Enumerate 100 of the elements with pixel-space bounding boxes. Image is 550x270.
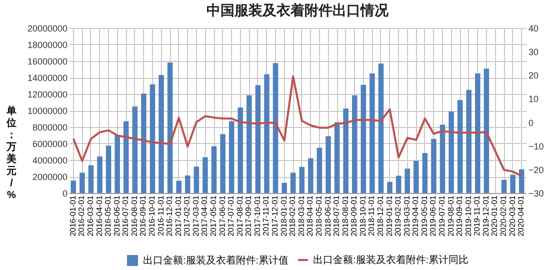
y2-tick-label: 20 — [528, 70, 539, 81]
bar — [440, 124, 446, 193]
bar — [106, 146, 112, 193]
x-tick-label: 2018-03-01 — [296, 194, 306, 236]
y-tick-label: 12000000 — [27, 90, 68, 100]
x-tick-label: 2016-02-01 — [77, 194, 86, 236]
x-tick-label: 2019-05-01 — [420, 194, 429, 236]
y-tick-label: 18000000 — [27, 40, 68, 50]
x-tick-label: 2019-08-01 — [446, 194, 456, 236]
x-tick-label: 2017-03-01 — [191, 194, 200, 236]
bar — [475, 73, 480, 193]
x-tick-label: 2017-10-01 — [252, 194, 262, 236]
line-series — [72, 75, 523, 178]
x-tick-label: 2018-12-01 — [376, 194, 385, 236]
bar — [202, 157, 208, 193]
x-tick-label: 2019-12-01 — [481, 194, 490, 236]
bar — [220, 134, 226, 193]
x-tick-label: 2016-07-01 — [121, 194, 130, 236]
bar — [448, 111, 454, 193]
bar — [70, 180, 76, 193]
y-tick-label: 14000000 — [27, 73, 68, 83]
chart-title: 中国服装及衣着附件出口情况 — [206, 2, 390, 19]
x-tick-label: 2017-11-01 — [262, 194, 271, 236]
y-tick-label: 8000000 — [32, 122, 68, 132]
x-tick-label: 2016-10-01 — [147, 194, 156, 236]
bar — [255, 85, 261, 193]
y-tick-label: 10000000 — [27, 106, 68, 116]
bar — [194, 166, 200, 193]
x-tick-label: 2017-02-01 — [182, 194, 192, 236]
x-tick-label: 2018-09-01 — [350, 194, 359, 236]
y-tick-label: 2000000 — [32, 172, 68, 182]
bar — [510, 174, 516, 193]
bar — [290, 172, 296, 193]
x-tick-label: 2016-06-01 — [112, 194, 122, 236]
bar — [176, 180, 182, 193]
x-tick-label: 2016-09-01 — [138, 194, 148, 236]
bar — [501, 180, 507, 193]
y-tick-label: 16000000 — [27, 56, 68, 66]
x-tick-label: 2017-08-01 — [235, 194, 244, 236]
x-tick-label: 2016-08-01 — [130, 194, 139, 236]
bar — [360, 84, 366, 193]
bar — [228, 121, 234, 193]
x-tick-label: 2019-10-01 — [464, 194, 473, 236]
bar — [246, 95, 252, 193]
bar — [185, 175, 190, 193]
x-tick-label: 2017-04-01 — [200, 194, 210, 236]
x-tick-label: 2016-01-01 — [68, 194, 78, 236]
x-tick-label: 2018-01-01 — [279, 194, 288, 236]
x-tick-label: 2016-03-01 — [86, 194, 95, 236]
bar — [326, 136, 331, 193]
y2-tick-label: −30 — [528, 188, 544, 198]
bar — [316, 148, 322, 193]
x-tick-label: 2020-03-01 — [508, 194, 517, 236]
legend-label: 出口金额:服装及衣着附件:累计同比 — [313, 254, 469, 266]
x-tick-label: 2016-11-01 — [156, 194, 166, 236]
bar — [282, 182, 287, 193]
bar — [264, 74, 270, 193]
bar — [387, 182, 392, 193]
y2-tick-label: 30 — [528, 47, 539, 58]
bar — [123, 121, 129, 193]
bar — [211, 146, 217, 193]
bar — [334, 122, 340, 193]
x-tick-label: 2018-06-01 — [323, 194, 332, 236]
x-tick-label: 2018-11-01 — [367, 194, 376, 236]
x-tick-label: 2018-04-01 — [306, 194, 315, 236]
legend-label: 出口金额:服装及衣着附件:累计值 — [143, 254, 289, 266]
y-tick-label: 4000000 — [32, 156, 68, 166]
x-tick-label: 2016-04-01 — [94, 194, 104, 236]
y2-tick-label: 40 — [528, 24, 539, 34]
x-tick-label: 2018-10-01 — [358, 194, 368, 236]
y-tick-label: 6000000 — [32, 139, 68, 149]
x-tick-label: 2017-09-01 — [244, 194, 254, 236]
x-tick-label: 2017-12-01 — [270, 194, 280, 236]
x-tick-label: 2018-02-01 — [288, 194, 298, 236]
x-tick-label: 2019-01-01 — [384, 194, 394, 236]
bar — [518, 169, 524, 193]
bar — [167, 62, 173, 193]
bar — [80, 172, 85, 193]
bar — [414, 160, 419, 193]
bar — [422, 153, 428, 193]
bar — [308, 158, 314, 193]
bar — [352, 95, 358, 193]
y2-tick-label: 10 — [528, 94, 539, 104]
bar — [88, 165, 94, 193]
bar — [97, 156, 102, 193]
y2-tick-label: −10 — [528, 141, 544, 152]
bar — [141, 94, 146, 193]
x-tick-label: 2017-01-01 — [174, 194, 183, 236]
y2-tick-label: 0 — [528, 118, 534, 128]
y-tick-label: 20000000 — [27, 24, 68, 34]
x-tick-label: 2019-09-01 — [455, 194, 464, 236]
bar — [114, 136, 120, 193]
x-tick-label: 2019-03-01 — [402, 194, 412, 236]
bar — [431, 138, 436, 193]
x-tick-label: 2016-12-01 — [165, 194, 174, 236]
bar — [158, 75, 164, 193]
x-tick-label: 2019-02-01 — [394, 194, 403, 236]
bar — [343, 108, 348, 193]
y-tick-label: 0 — [62, 188, 68, 198]
bar — [150, 84, 156, 193]
